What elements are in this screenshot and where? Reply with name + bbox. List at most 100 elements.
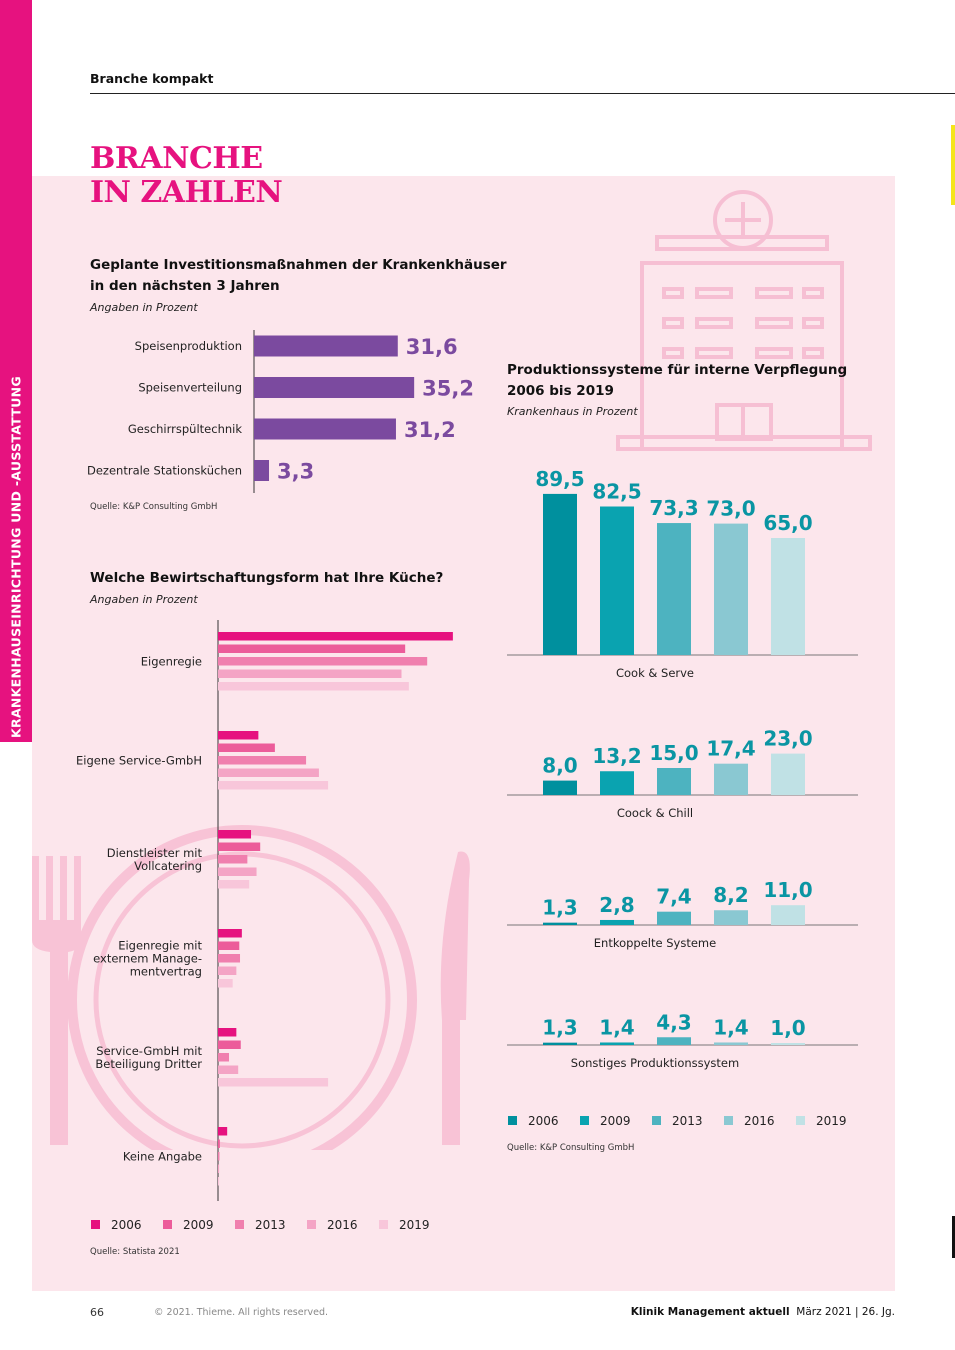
chart2-category-label: Eigenregie mit	[118, 938, 202, 952]
chart1-bar	[254, 335, 398, 357]
chart2-category-label: mentvertrag	[130, 964, 202, 978]
journal-info: Klinik Management aktuell März 2021 | 26…	[630, 1306, 895, 1318]
chart2-bar	[218, 842, 261, 851]
chart3-group-label: Entkoppelte Systeme	[594, 936, 716, 950]
chart2-bar	[218, 781, 329, 790]
chart2-category-label: Eigene Service-GmbH	[76, 753, 202, 767]
chart3-group-label: Sonstiges Produktionssystem	[571, 1056, 739, 1070]
chart3-legend-swatch	[508, 1116, 517, 1125]
chart3-value-label: 1,0	[770, 1016, 805, 1040]
chart2-bar	[218, 929, 242, 938]
chart3-value-label: 1,4	[713, 1015, 748, 1039]
sidebar-band: KRANKENHAUSEINRICHTUNG UND -AUSSTATTUNG	[0, 0, 32, 742]
chart3-legend-label: 2009	[600, 1114, 631, 1128]
chart3-value-label: 73,0	[706, 497, 755, 521]
chart1-bar	[254, 460, 270, 481]
chart1-category-label: Dezentrale Stationsküchen	[87, 464, 242, 478]
chart2-legend-label: 2009	[183, 1218, 214, 1232]
chart3-bar	[543, 1042, 577, 1045]
chart3-bar	[600, 1042, 634, 1045]
chart1-subtitle: Angaben in Prozent	[90, 301, 198, 314]
chart2-bar	[218, 644, 406, 653]
chart3-value-label: 7,4	[656, 885, 691, 909]
black-edge-mark	[952, 1216, 955, 1258]
chart3-bar	[714, 1042, 748, 1045]
sidebar-label: KRANKENHAUSEINRICHTUNG UND -AUSSTATTUNG	[8, 376, 24, 738]
chart2-bar	[218, 1139, 220, 1148]
production-systems-chart: 89,5 82,5 73,3 73,0 65,0 Cook & Serve 8,0 13,2 1…	[507, 467, 858, 1128]
pink-panel	[32, 176, 895, 1291]
chart3-legend-label: 2013	[672, 1114, 703, 1128]
chart3-value-label: 8,0	[542, 754, 577, 778]
chart3-bar	[600, 506, 634, 655]
chart3-legend-label: 2016	[744, 1114, 775, 1128]
chart3-bar	[600, 919, 634, 925]
chart2-bar	[218, 1127, 228, 1136]
chart3-value-label: 73,3	[649, 496, 698, 520]
chart2-legend-swatch	[235, 1220, 244, 1229]
chart2-bar	[218, 880, 250, 889]
chart3-value-label: 1,3	[542, 1016, 577, 1040]
chart3-bar	[771, 753, 805, 795]
chart3-legend-swatch	[796, 1116, 805, 1125]
section-label: Branche kompakt	[90, 71, 214, 86]
chart3-value-label: 13,2	[592, 744, 641, 768]
chart3-bar	[543, 922, 577, 925]
chart1-category-label: Geschirrspültechnik	[128, 422, 242, 436]
chart2-bar	[218, 632, 453, 641]
chart3-title: Produktionssysteme für interne Verpflegu…	[507, 362, 848, 399]
chart3-value-label: 4,3	[656, 1010, 691, 1034]
chart2-legend-label: 2019	[399, 1218, 430, 1232]
chart2-bar	[218, 1078, 329, 1087]
chart2-legend-swatch	[379, 1220, 388, 1229]
chart3-bar	[714, 523, 748, 655]
hospital-icon	[616, 190, 872, 451]
chart2-bar	[218, 768, 319, 777]
chart2-category-label: Keine Angabe	[123, 1149, 202, 1163]
chart2-subtitle: Angaben in Prozent	[90, 593, 198, 606]
chart3-value-label: 1,3	[542, 896, 577, 920]
chart1-source: Quelle: K&P Consulting GmbH	[90, 502, 218, 512]
chart2-bar	[218, 830, 252, 839]
chart3-value-label: 15,0	[649, 741, 698, 765]
chart2-bar	[218, 1152, 220, 1161]
chart2-title: Welche Bewirtschaftungsform hat Ihre Küc…	[90, 570, 444, 586]
chart2-category-label: Beteiligung Dritter	[95, 1057, 202, 1071]
chart2-category-label: Eigenregie	[141, 654, 202, 668]
chart3-group-label: Coock & Chill	[617, 806, 693, 820]
chart3-bar	[771, 1043, 805, 1045]
chart2-legend-swatch	[307, 1220, 316, 1229]
chart2-bar	[218, 954, 241, 963]
chart2-category-label: Service-GmbH mit	[96, 1044, 202, 1058]
chart3-bar	[543, 780, 577, 795]
header-rule	[90, 93, 955, 94]
chart2-bar	[218, 1028, 237, 1037]
chart1-bar	[254, 377, 415, 398]
chart1-value-label: 35,2	[422, 377, 474, 401]
chart2-bar	[218, 941, 240, 950]
chart3-bar	[714, 910, 748, 925]
chart3-bar	[657, 523, 691, 655]
chart2-bar	[218, 1164, 220, 1173]
chart2-category-label: Vollcatering	[134, 859, 202, 873]
chart2-category-label: externem Manage-	[93, 951, 202, 965]
chart1-category-label: Speisenverteilung	[138, 381, 242, 395]
chart2-legend-label: 2016	[327, 1218, 358, 1232]
chart3-value-label: 89,5	[535, 467, 584, 491]
yellow-edge-mark	[951, 125, 955, 205]
chart3-subtitle: Krankenhaus in Prozent	[507, 405, 638, 418]
chart3-legend-swatch	[652, 1116, 661, 1125]
chart3-value-label: 82,5	[592, 480, 641, 504]
chart2-bar	[218, 756, 307, 765]
chart2-legend-swatch	[163, 1220, 172, 1229]
chart1-category-label: Speisenproduktion	[135, 339, 242, 353]
chart3-legend-swatch	[724, 1116, 733, 1125]
chart1-bar	[254, 418, 396, 440]
page-number: 66	[90, 1306, 104, 1319]
chart2-bar	[218, 979, 233, 988]
page-title: BRANCHE IN ZAHLEN	[90, 141, 283, 210]
chart3-group-label: Cook & Serve	[616, 666, 694, 680]
chart3-bar	[714, 763, 748, 795]
chart2-legend-label: 2013	[255, 1218, 286, 1232]
chart2-bar	[218, 682, 409, 691]
